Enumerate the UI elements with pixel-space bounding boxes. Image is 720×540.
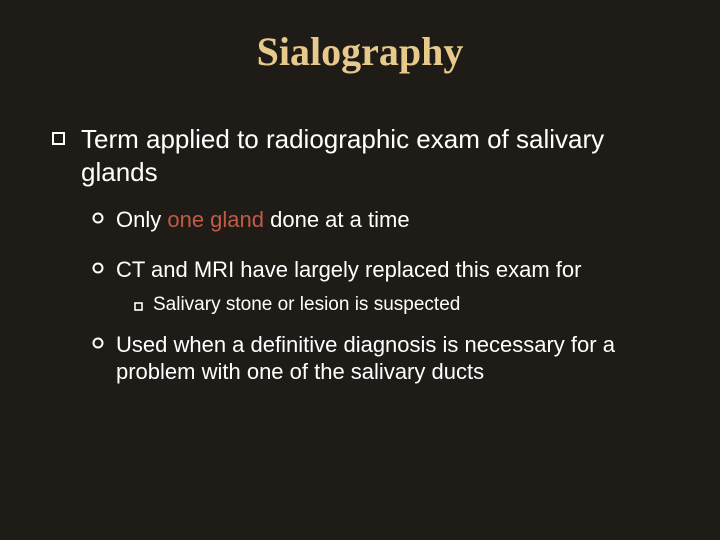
bullet-level1: Term applied to radiographic exam of sal… <box>52 123 680 188</box>
bullet-text: CT and MRI have largely replaced this ex… <box>116 256 581 284</box>
bullet-level2: CT and MRI have largely replaced this ex… <box>92 256 680 284</box>
highlight-text: one gland <box>167 207 270 232</box>
text-fragment: Only <box>116 207 167 232</box>
circle-outline-icon <box>92 211 104 229</box>
bullet-text: Salivary stone or lesion is suspected <box>153 293 460 317</box>
bullet-text: Only one gland done at a time <box>116 206 410 234</box>
circle-outline-icon <box>92 261 104 279</box>
square-outline-icon <box>134 298 143 316</box>
bullet-text: Used when a definitive diagnosis is nece… <box>116 331 680 386</box>
slide-title: Sialography <box>40 28 680 75</box>
bullet-level2: Used when a definitive diagnosis is nece… <box>92 331 680 386</box>
circle-outline-icon <box>92 336 104 354</box>
square-outline-icon <box>52 132 65 150</box>
slide: Sialography Term applied to radiographic… <box>0 0 720 540</box>
bullet-level3: Salivary stone or lesion is suspected <box>134 293 680 317</box>
text-fragment: done at a time <box>270 207 409 232</box>
bullet-level2: Only one gland done at a time <box>92 206 680 234</box>
bullet-text: Term applied to radiographic exam of sal… <box>81 123 680 188</box>
